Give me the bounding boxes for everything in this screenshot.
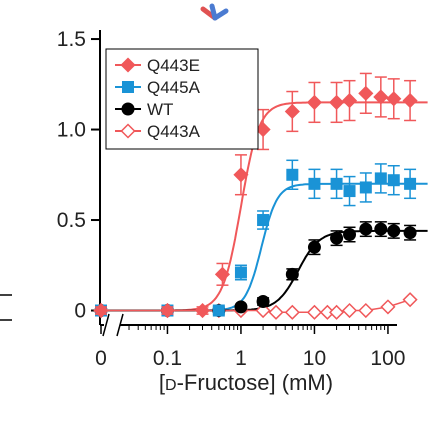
data-point-q443e: [214, 266, 231, 282]
data-point-q445a: [374, 172, 387, 185]
data-point-q445a: [212, 304, 225, 317]
data-point-q443a: [255, 302, 271, 319]
data-point-q443a: [341, 302, 358, 319]
data-point-q443a: [402, 292, 418, 308]
data-point-q445a: [343, 185, 356, 198]
axes: 0 0.5 1.0 1.5 0 0.1 1 10 100: [57, 28, 406, 370]
data-point-wt: [387, 224, 401, 238]
data-point-q443a: [358, 302, 374, 319]
data-point-q445a: [404, 177, 417, 190]
data-point-q443a: [306, 304, 323, 320]
x-tick-label: 1: [235, 347, 247, 370]
data-point-q443e: [373, 89, 389, 105]
axis-break-mark: [116, 313, 124, 337]
data-point-wt: [234, 300, 248, 314]
legend-label-q443e: Q443E: [147, 56, 200, 75]
legend-marker-wt: [121, 102, 135, 116]
data-point-wt: [256, 294, 270, 308]
data-point-wt: [307, 240, 321, 254]
data-point-q445a: [308, 177, 321, 190]
data-point-q445a: [257, 214, 270, 227]
data-point-wt: [359, 222, 373, 236]
y-tick-label: 1.5: [57, 28, 86, 51]
x-tick-label: 0.1: [153, 347, 182, 370]
data-point-q443e: [306, 94, 323, 110]
data-point-q443e: [402, 93, 418, 109]
data-point-q445a: [387, 174, 400, 187]
data-point-wt: [330, 231, 344, 245]
data-point-q445a: [234, 266, 247, 279]
data-point-q445a: [286, 168, 299, 181]
axis-break-mark: [102, 313, 110, 337]
y-tick-label: 0: [74, 300, 86, 323]
data-point-q443a: [284, 304, 300, 320]
legend-label-q443a: Q443A: [147, 122, 201, 141]
legend-marker-q443e: [120, 57, 136, 73]
data-point-q445a: [359, 181, 372, 194]
data-point-q443e: [255, 121, 271, 138]
y-tick-label: 0.5: [57, 209, 86, 232]
data-point-q443e: [233, 167, 249, 183]
data-point-q443e: [386, 91, 402, 107]
data-point-q443e: [159, 302, 176, 319]
legend: Q443E Q445A WT Q443A: [105, 48, 259, 150]
x-tick-label: 10: [303, 347, 326, 370]
data-point-q443e: [284, 103, 300, 120]
data-point-wt: [403, 226, 417, 240]
data-point-q445a: [330, 177, 343, 190]
x-tick-label: 0: [95, 347, 107, 370]
data-point-q443e: [194, 302, 211, 319]
data-point-wt: [374, 222, 388, 236]
y-tick-label: 1.0: [57, 119, 86, 142]
data-point-q443e: [93, 302, 109, 319]
data-point-wt: [285, 267, 299, 281]
data-points: [93, 72, 418, 320]
legend-label-wt: WT: [147, 100, 173, 119]
molecule-icon: [200, 3, 229, 21]
legend-marker-q443a: [120, 123, 136, 139]
x-axis-title: [D-Fructose] (mM): [159, 370, 333, 395]
legend-marker-q445a: [122, 81, 134, 93]
x-tick-label: 100: [370, 347, 405, 370]
data-point-q443e: [358, 85, 374, 101]
legend-label-q445a: Q445A: [147, 78, 201, 97]
fit-curve-q445a: [101, 182, 428, 312]
data-point-wt: [343, 228, 357, 242]
data-point-q443a: [329, 304, 345, 320]
data-point-q443e: [341, 93, 358, 109]
data-point-q443e: [329, 94, 345, 110]
data-point-q443a: [380, 299, 396, 315]
data-point-q443a: [268, 304, 284, 320]
